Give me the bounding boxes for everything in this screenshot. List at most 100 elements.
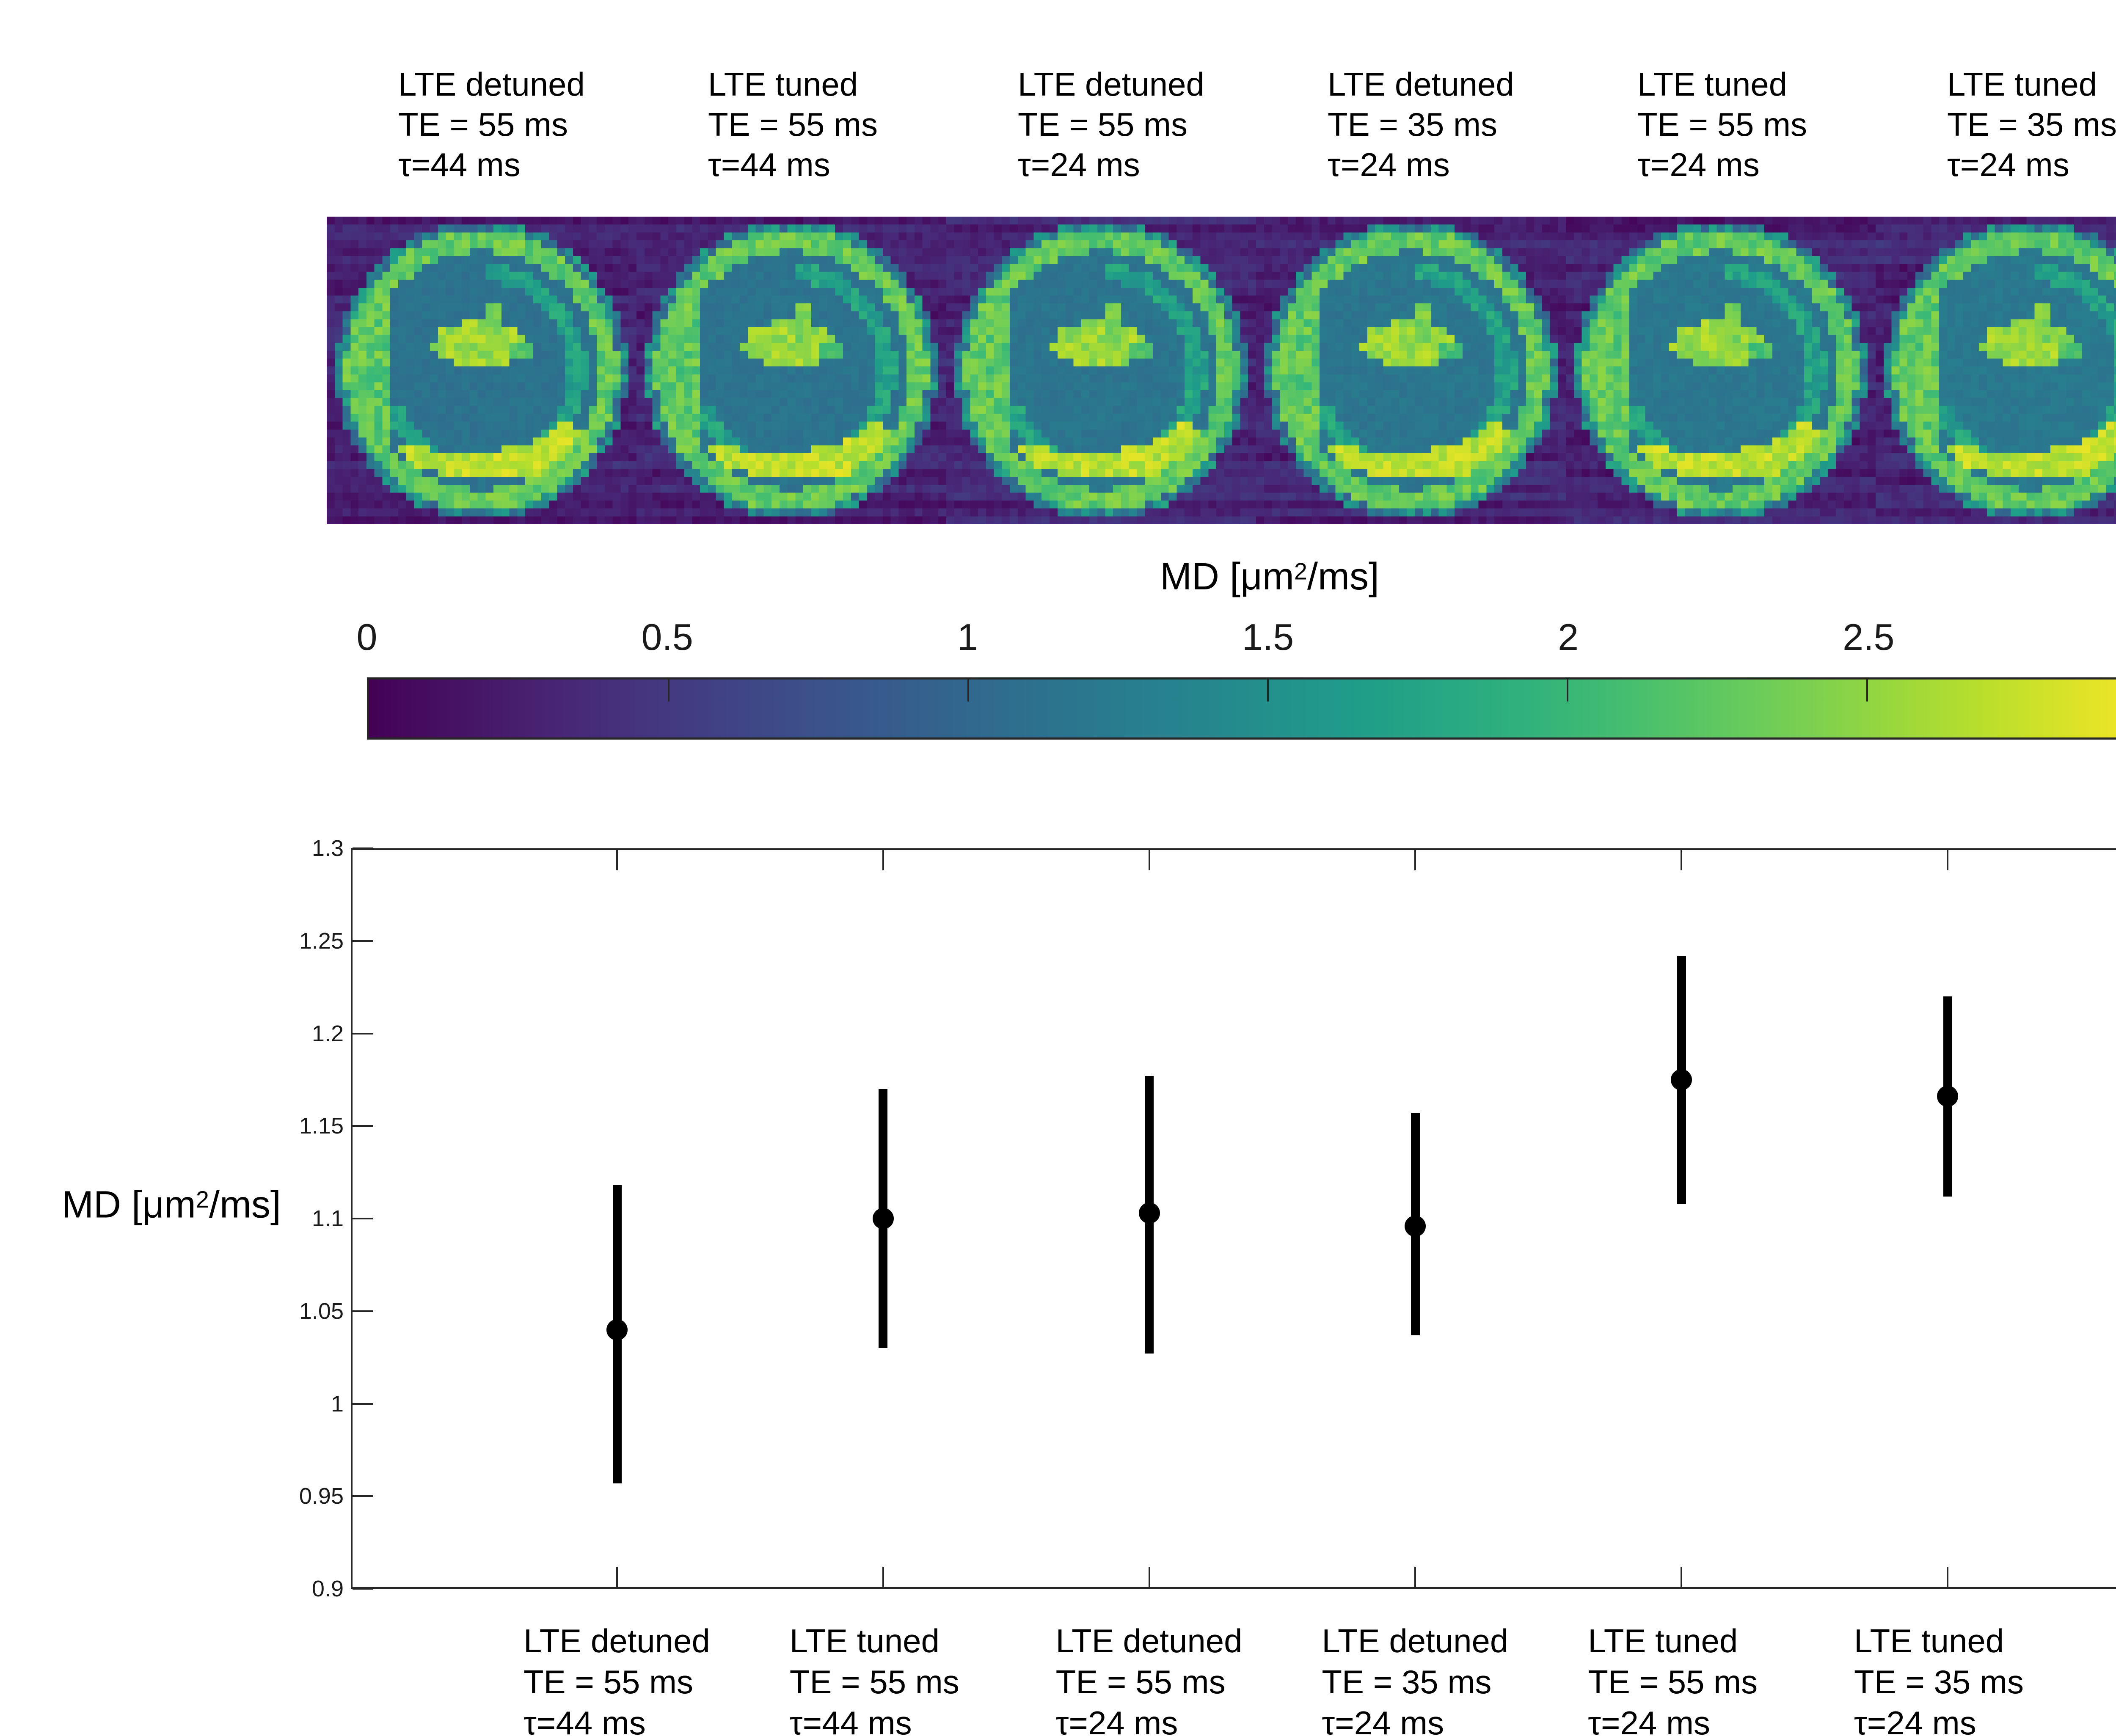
x-axis-tick-top [1414,850,1416,870]
y-axis-tick-left [353,1588,373,1590]
x-axis-category-label: LTE tuned TE = 55 ms τ=44 ms [790,1620,959,1736]
x-axis-category-label-line: LTE detuned [1322,1622,1509,1659]
map-condition-label-line: LTE detuned [398,66,585,103]
error-bar-mean-marker [1671,1069,1692,1090]
x-axis-category-label-line: LTE detuned [1055,1622,1243,1659]
colorbar-tick-label: 0.5 [641,616,693,658]
y-axis-tick-left [353,1310,373,1312]
colorbar-tick-label: 2 [1558,616,1579,658]
map-condition-label-line: τ=24 ms [1328,146,1450,183]
map-condition-label-line: TE = 35 ms [1947,106,2116,143]
map-condition-label: LTE detuned TE = 35 ms τ=24 ms [1328,64,1514,185]
colorbar-tick-mark [1567,680,1568,702]
x-axis-category-label-line: LTE tuned [1854,1622,2004,1659]
y-axis-tick-left [353,1403,373,1405]
colorbar-tick-mark [668,680,670,702]
y-axis-tick-label: 0.95 [299,1483,344,1509]
x-axis-tick-bottom [1414,1567,1416,1587]
map-condition-label-line: LTE detuned [1328,66,1514,103]
x-axis-category-label-line: TE = 55 ms [789,1663,959,1700]
x-axis-tick-top [616,850,618,870]
map-condition-label-line: LTE tuned [708,66,858,103]
x-axis-tick-top [1947,850,1948,870]
x-axis-category-label: LTE tuned TE = 35 ms τ=24 ms [1854,1620,2024,1736]
x-axis-category-label: LTE tuned TE = 55 ms τ=24 ms [1588,1620,1758,1736]
x-axis-category-label-line: τ=44 ms [523,1704,646,1736]
error-bar-mean-marker [1405,1215,1426,1237]
x-axis-tick-bottom [616,1567,618,1587]
x-axis-category-label-line: τ=24 ms [1055,1704,1178,1736]
colorbar-title-text: /ms] [1307,556,1379,598]
md-map-strip [327,217,2116,524]
x-axis-category-label-line: τ=44 ms [789,1704,912,1736]
map-condition-label-line: LTE tuned [1637,66,1788,103]
y-axis-label: MD [μm2/ms] [62,1183,281,1227]
x-axis-category-label-line: TE = 35 ms [1854,1663,2024,1700]
y-axis-tick-left [353,1218,373,1219]
x-axis-category-label-line: TE = 55 ms [1588,1663,1758,1700]
map-condition-label: LTE tuned TE = 55 ms τ=24 ms [1637,64,1807,185]
map-condition-label-line: τ=44 ms [708,146,830,183]
colorbar-tick-mark [1267,680,1269,702]
colorbar [367,677,2116,740]
plot-axes-box [351,848,2116,1589]
x-axis-tick-top [1681,850,1683,870]
y-axis-tick-label: 1.1 [311,1206,344,1231]
error-bar-mean-marker [1937,1086,1958,1107]
map-condition-label-line: τ=24 ms [1018,146,1140,183]
colorbar-tick-mark [1866,680,1868,702]
y-axis-tick-left [353,847,373,849]
map-condition-label-line: τ=24 ms [1947,146,2069,183]
x-axis-tick-bottom [882,1567,884,1587]
x-axis-tick-top [1148,850,1150,870]
colorbar-tick-label: 0 [356,616,377,658]
colorbar-tick-label: 2.5 [1843,616,1895,658]
y-axis-label-text: /ms] [209,1183,281,1226]
x-axis-tick-bottom [1148,1567,1150,1587]
x-axis-tick-top [882,850,884,870]
y-axis-tick-label: 1 [331,1391,344,1417]
y-axis-tick-label: 0.9 [311,1576,344,1601]
x-axis-tick-bottom [1947,1567,1948,1587]
y-axis-tick-label: 1.05 [299,1298,344,1324]
map-condition-label-line: TE = 55 ms [1018,106,1187,143]
error-bar-mean-marker [872,1208,894,1229]
x-axis-category-label-line: TE = 55 ms [1055,1663,1226,1700]
map-condition-label: LTE detuned TE = 55 ms τ=44 ms [398,64,585,185]
x-axis-category-label-line: LTE detuned [523,1622,710,1659]
map-condition-label: LTE tuned TE = 55 ms τ=44 ms [708,64,878,185]
map-condition-label-line: LTE tuned [1947,66,2097,103]
map-condition-label: LTE tuned TE = 35 ms τ=24 ms [1947,64,2116,185]
map-condition-label-line: TE = 35 ms [1328,106,1497,143]
map-condition-label: LTE detuned TE = 55 ms τ=24 ms [1018,64,1204,185]
y-axis-tick-label: 1.2 [311,1021,344,1046]
map-condition-label-line: τ=24 ms [1637,146,1760,183]
y-axis-label-text: MD [μm [62,1183,196,1226]
x-axis-category-label-line: TE = 35 ms [1322,1663,1492,1700]
error-bar-mean-marker [1138,1202,1160,1224]
map-condition-label-line: τ=44 ms [398,146,521,183]
map-condition-label-line: LTE detuned [1018,66,1204,103]
x-axis-category-label-line: τ=24 ms [1854,1704,1976,1736]
x-axis-category-label-line: τ=24 ms [1588,1704,1710,1736]
colorbar-title-superscript: 2 [1294,558,1307,585]
x-axis-category-label-line: LTE tuned [789,1622,940,1659]
x-axis-category-label-line: τ=24 ms [1322,1704,1444,1736]
y-axis-tick-left [353,1495,373,1497]
map-condition-label-line: TE = 55 ms [398,106,568,143]
colorbar-title-text: MD [μm [1160,556,1294,598]
y-axis-tick-left [353,1032,373,1034]
x-axis-category-label: LTE detuned TE = 35 ms τ=24 ms [1322,1620,1508,1736]
x-axis-category-label-line: TE = 55 ms [523,1663,693,1700]
map-condition-label-line: TE = 55 ms [708,106,878,143]
x-axis-category-label: LTE detuned TE = 55 ms τ=24 ms [1056,1620,1243,1736]
y-axis-tick-label: 1.15 [299,1113,344,1139]
x-axis-category-label-line: LTE tuned [1588,1622,1738,1659]
colorbar-title: MD [μm2/ms] [1160,555,1379,599]
x-axis-category-label: LTE detuned TE = 55 ms τ=44 ms [523,1620,710,1736]
y-axis-tick-left [353,940,373,942]
colorbar-tick-mark [967,680,969,702]
x-axis-tick-bottom [1681,1567,1683,1587]
y-axis-tick-left [353,1125,373,1127]
